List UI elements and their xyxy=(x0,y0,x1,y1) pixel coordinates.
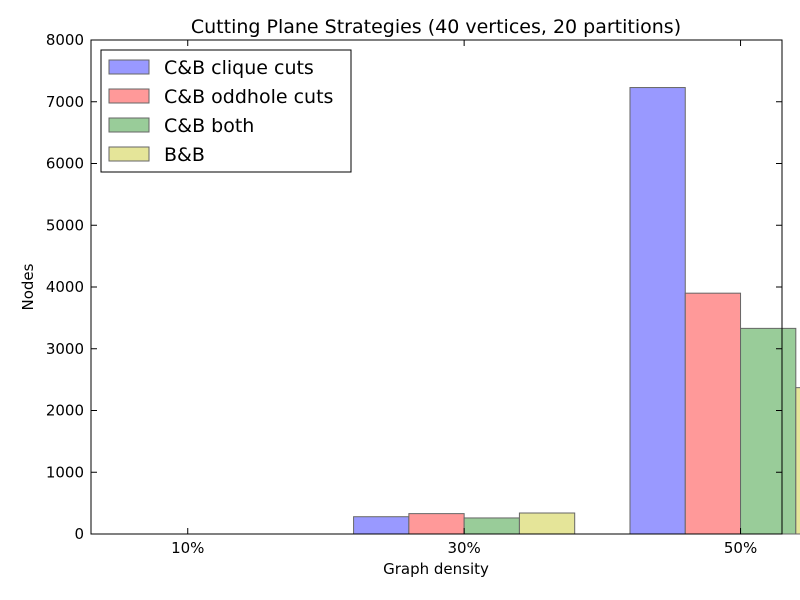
bar-1-30pct xyxy=(353,516,410,535)
bars-layer xyxy=(353,87,800,535)
x-tick-label: 50% xyxy=(724,539,757,557)
y-tick-label: 6000 xyxy=(46,155,84,173)
bar-3-50pct xyxy=(740,327,797,535)
x-axis-label: Graph density xyxy=(383,560,489,578)
y-tick-label: 5000 xyxy=(46,216,84,234)
bar-3-30pct xyxy=(463,517,520,535)
legend-swatch xyxy=(108,117,150,133)
y-tick-label: 0 xyxy=(74,525,84,543)
bar-1-50pct xyxy=(629,87,686,535)
y-tick-label: 4000 xyxy=(46,278,84,296)
legend-swatch xyxy=(108,88,150,104)
legend-swatch xyxy=(108,146,150,162)
y-tick-label: 7000 xyxy=(46,93,84,111)
legend-label: C&B oddhole cuts xyxy=(164,86,333,108)
y-tick-label: 3000 xyxy=(46,340,84,358)
legend-label: C&B clique cuts xyxy=(164,57,314,79)
y-tick-label: 1000 xyxy=(46,463,84,481)
bar-2-30pct xyxy=(408,513,465,535)
legend-label: B&B xyxy=(164,144,205,166)
bar-4-50pct xyxy=(795,387,800,535)
chart-title: Cutting Plane Strategies (40 vertices, 2… xyxy=(191,16,681,38)
y-tick-label: 8000 xyxy=(46,31,84,49)
y-tick-label: 2000 xyxy=(46,402,84,420)
legend-label: C&B both xyxy=(164,115,254,137)
x-tick-label: 30% xyxy=(447,539,480,557)
y-axis-label: Nodes xyxy=(19,263,37,310)
axes-layer: 0 1000 2000 3000 4000 5000 6000 7000 8000 10% 30% 5… xyxy=(46,31,782,557)
bar-4-30pct xyxy=(518,512,576,535)
bar-2-50pct xyxy=(684,292,742,535)
legend-swatch xyxy=(108,59,150,75)
legend: C&B clique cuts C&B oddhole cuts C&B both B… xyxy=(100,49,352,173)
x-tick-label: 10% xyxy=(171,539,204,557)
